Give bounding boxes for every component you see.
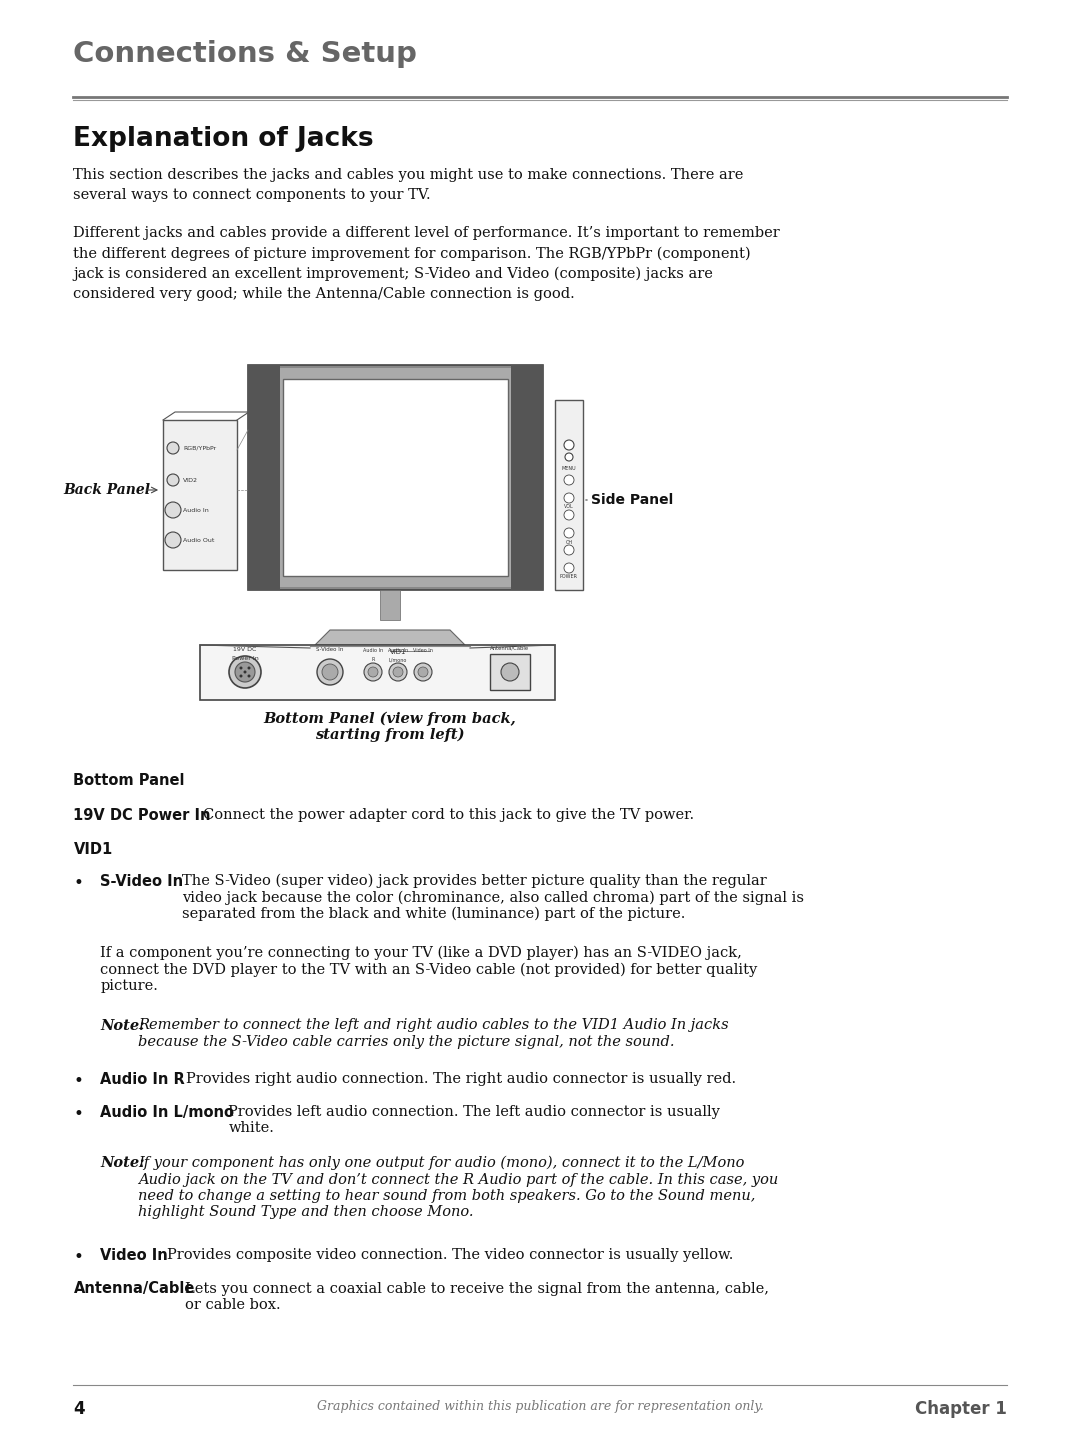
Circle shape (235, 662, 255, 682)
Text: Note:: Note: (100, 1019, 145, 1033)
Circle shape (167, 442, 179, 453)
Text: VID1: VID1 (390, 649, 406, 655)
Text: If your component has only one output for audio (mono), connect it to the L/Mono: If your component has only one output fo… (138, 1156, 779, 1219)
Text: •: • (73, 1105, 83, 1122)
Polygon shape (315, 630, 465, 645)
Circle shape (564, 494, 573, 504)
Text: The S-Video (super video) jack provides better picture quality than the regular
: The S-Video (super video) jack provides … (183, 873, 805, 921)
Text: •: • (73, 1248, 83, 1266)
Text: Back Panel: Back Panel (64, 484, 150, 496)
Bar (251, 368, 540, 587)
Text: Different jacks and cables provide a different level of performance. It’s import: Different jacks and cables provide a dif… (73, 226, 780, 301)
Text: 19V DC Power In: 19V DC Power In (73, 809, 211, 823)
Circle shape (229, 656, 261, 688)
Text: VID2: VID2 (183, 478, 198, 482)
Circle shape (368, 668, 378, 676)
Text: L/mono: L/mono (389, 658, 407, 662)
Circle shape (389, 663, 407, 681)
Circle shape (564, 563, 573, 573)
Circle shape (418, 668, 428, 676)
Circle shape (564, 475, 573, 485)
Bar (248, 366, 280, 590)
Text: RGB/YPbPr: RGB/YPbPr (183, 446, 216, 450)
Text: 4: 4 (73, 1400, 85, 1417)
Text: VID1: VID1 (73, 842, 112, 858)
Text: Provides left audio connection. The left audio connector is usually
white.: Provides left audio connection. The left… (229, 1105, 720, 1135)
Circle shape (393, 668, 403, 676)
Bar (555, 400, 583, 590)
Text: starting from left): starting from left) (315, 728, 464, 743)
Text: •: • (73, 1072, 83, 1089)
Text: Antenna/Cable: Antenna/Cable (73, 1282, 194, 1297)
Text: Bottom Panel (view from back,: Bottom Panel (view from back, (264, 712, 516, 727)
Text: Side Panel: Side Panel (591, 494, 673, 507)
Text: If a component you’re connecting to your TV (like a DVD player) has an S-VIDEO j: If a component you’re connecting to your… (100, 945, 758, 993)
Text: Lets you connect a coaxial cable to receive the signal from the antenna, cable,
: Lets you connect a coaxial cable to rece… (186, 1282, 769, 1312)
Bar (490, 653, 530, 689)
Circle shape (564, 545, 573, 555)
Text: This section describes the jacks and cables you might use to make connections. T: This section describes the jacks and cab… (73, 168, 744, 201)
Text: Video In: Video In (100, 1248, 168, 1263)
Text: MENU: MENU (562, 465, 577, 471)
Text: Audio In L/mono: Audio In L/mono (100, 1105, 234, 1120)
Text: POWER: POWER (561, 574, 578, 580)
Bar (248, 366, 543, 590)
Text: VOL: VOL (564, 505, 573, 509)
Text: Chapter 1: Chapter 1 (915, 1400, 1007, 1417)
Text: S-Video In: S-Video In (100, 873, 184, 888)
Circle shape (564, 528, 573, 538)
Circle shape (318, 659, 343, 685)
Text: Explanation of Jacks: Explanation of Jacks (73, 127, 374, 153)
Text: Bottom Panel: Bottom Panel (73, 773, 185, 789)
Text: 19V DC: 19V DC (233, 648, 257, 652)
Circle shape (565, 453, 573, 460)
Bar (283, 378, 508, 576)
Circle shape (247, 675, 251, 678)
Circle shape (322, 663, 338, 681)
Bar (200, 645, 555, 699)
Text: Audio In: Audio In (363, 648, 383, 653)
Circle shape (240, 675, 243, 678)
Text: Connections & Setup: Connections & Setup (73, 40, 417, 68)
Bar (163, 420, 237, 570)
Text: Provides composite video connection. The video connector is usually yellow.: Provides composite video connection. The… (167, 1248, 733, 1262)
Circle shape (564, 440, 573, 450)
Text: Video In: Video In (413, 648, 433, 653)
Text: S-Video In: S-Video In (316, 648, 343, 652)
Text: Audio In: Audio In (388, 648, 408, 653)
Text: Audio In: Audio In (183, 508, 208, 512)
Text: Power In: Power In (231, 656, 258, 661)
Text: CH: CH (566, 540, 572, 544)
Circle shape (243, 671, 246, 673)
Text: Audio In R: Audio In R (100, 1072, 185, 1086)
Text: R: R (372, 658, 375, 662)
Text: Graphics contained within this publication are for representation only.: Graphics contained within this publicati… (316, 1400, 764, 1413)
Circle shape (247, 666, 251, 669)
Circle shape (167, 473, 179, 486)
Text: Antenna/Cable: Antenna/Cable (490, 646, 529, 650)
Circle shape (564, 509, 573, 519)
Circle shape (240, 666, 243, 669)
Text: •: • (73, 873, 83, 892)
Circle shape (414, 663, 432, 681)
Circle shape (364, 663, 382, 681)
Text: Provides right audio connection. The right audio connector is usually red.: Provides right audio connection. The rig… (187, 1072, 737, 1085)
Text: Remember to connect the left and right audio cables to the VID1 Audio In jacks
b: Remember to connect the left and right a… (138, 1019, 729, 1049)
Bar (380, 590, 400, 620)
Text: Audio Out: Audio Out (183, 538, 214, 543)
Bar (511, 366, 543, 590)
Circle shape (165, 532, 181, 548)
Text: Connect the power adapter cord to this jack to give the TV power.: Connect the power adapter cord to this j… (203, 809, 694, 823)
Text: Note:: Note: (100, 1156, 145, 1170)
Circle shape (501, 663, 519, 681)
Circle shape (165, 502, 181, 518)
